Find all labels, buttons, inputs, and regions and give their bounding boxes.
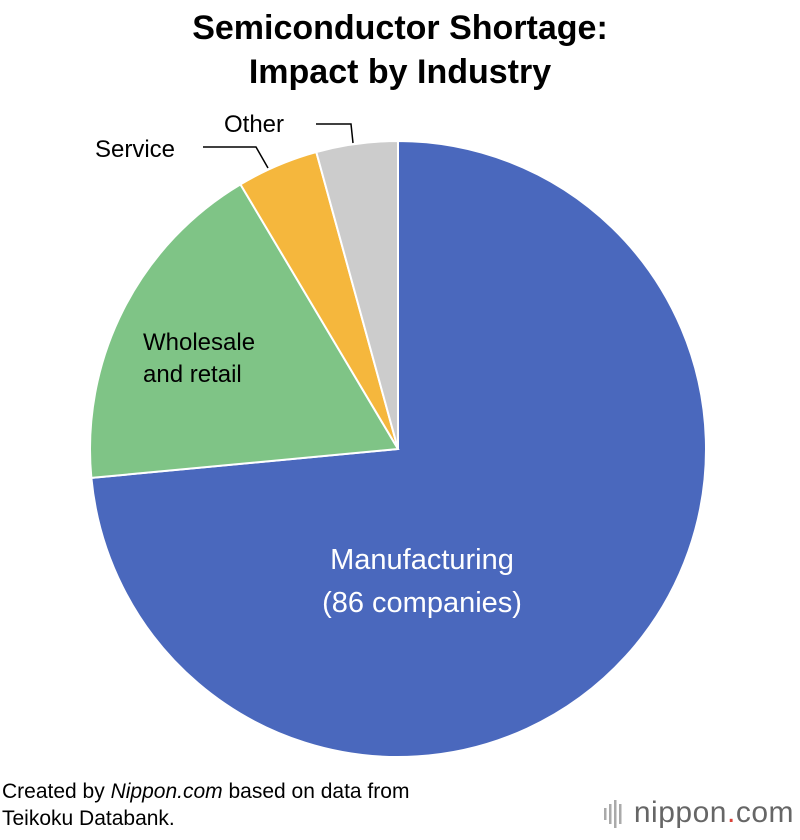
pie-slices	[89, 139, 707, 758]
logo-text-com: com	[735, 796, 794, 829]
pie-slice-wholesale	[89, 182, 400, 479]
slice-label-manufacturing: Manufacturing (86 companies)	[322, 544, 522, 619]
chart-title-line-2: Impact by Industry	[248, 53, 552, 91]
chart-title: Semiconductor Shortage: Impact by Indust…	[0, 6, 800, 94]
source-publisher: Nippon.com	[110, 780, 223, 803]
nippon-logo: nippon.com	[603, 796, 794, 830]
source-based-on: based on data from	[228, 780, 410, 803]
source-created-by: Created by	[2, 780, 105, 803]
slice-label-service: Service	[95, 136, 175, 163]
slice-label-other: Other	[224, 111, 284, 138]
slice-labels: Manufacturing (86 companies) Wholesale and …	[95, 111, 522, 619]
chart-title-line-1: Semiconductor Shortage:	[192, 9, 608, 47]
source-databank: Teikoku Databank.	[2, 807, 175, 830]
pie-chart: Manufacturing (86 companies) Wholesale and …	[89, 111, 707, 758]
leader-line-other	[316, 123, 354, 144]
logo-text-nippon: nippon	[633, 796, 727, 829]
leader-lines	[203, 123, 354, 169]
pie-slice-other	[315, 139, 399, 450]
logo-bars-icon	[603, 800, 622, 829]
leader-line-service	[203, 146, 269, 169]
slice-label-wholesale: Wholesale and retail	[143, 329, 255, 388]
logo-dot: .	[726, 796, 736, 829]
source-note: Created by Nippon.com based on data from…	[2, 778, 409, 832]
